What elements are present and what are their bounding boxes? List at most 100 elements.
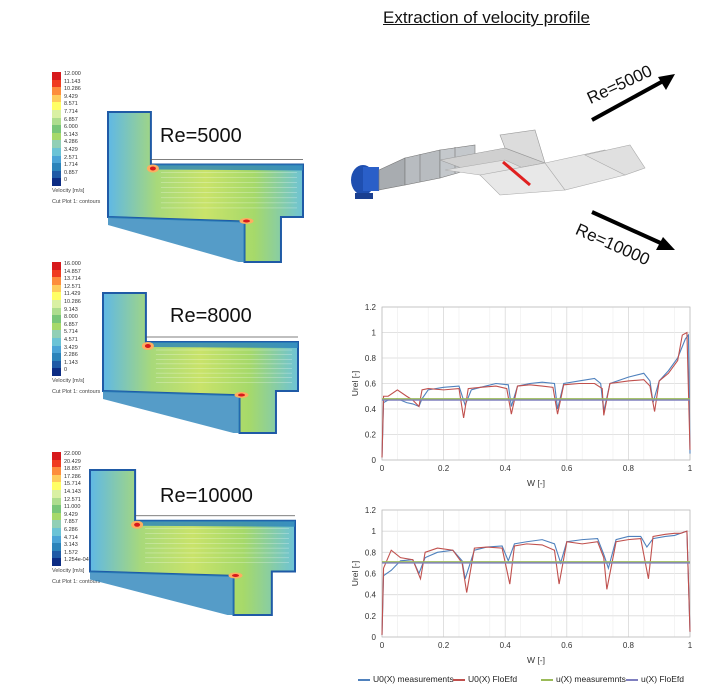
reynolds-label: Re=10000 bbox=[160, 485, 253, 507]
y-tick-label: 0 bbox=[372, 456, 377, 465]
scale-tick: 9.429 bbox=[64, 511, 78, 518]
x-tick-label: 0 bbox=[380, 641, 385, 650]
scale-tick: 5.143 bbox=[64, 131, 78, 138]
y-tick-label: 0 bbox=[372, 633, 377, 642]
velocity-label: Velocity [m/s] bbox=[52, 568, 85, 574]
scale-tick: 15.714 bbox=[64, 481, 81, 488]
scale-tick: 3.429 bbox=[64, 344, 78, 351]
y-tick-label: 0.6 bbox=[365, 380, 377, 389]
y-tick-label: 1.2 bbox=[365, 506, 377, 515]
legend-swatch bbox=[541, 678, 553, 681]
extraction-line bbox=[502, 160, 531, 187]
scale-tick: 8.571 bbox=[64, 101, 78, 108]
x-tick-label: 0.2 bbox=[438, 641, 450, 650]
y-axis-label: Urel [-] bbox=[350, 561, 360, 587]
scale-tick: 11.000 bbox=[64, 504, 81, 511]
scale-tick: 17.286 bbox=[64, 473, 81, 480]
reynolds-label: Re=8000 bbox=[170, 305, 252, 327]
page-title: Extraction of velocity profile bbox=[383, 8, 590, 27]
arrow-bottom-head bbox=[656, 237, 675, 250]
x-axis-label: W [-] bbox=[527, 478, 545, 488]
scale-tick: 3.429 bbox=[64, 147, 78, 153]
cut-plot-label: Cut Plot 1: contours bbox=[52, 389, 101, 395]
y-tick-label: 0.4 bbox=[365, 405, 377, 414]
scale-tick: 12.000 bbox=[64, 71, 81, 77]
scale-tick: 6.286 bbox=[64, 527, 78, 533]
scale-tick: 0.857 bbox=[64, 169, 78, 176]
legend-label: u(X) FloEfd bbox=[641, 674, 684, 684]
legend-item: u(X) measuremnts bbox=[541, 674, 626, 684]
y-tick-label: 1.2 bbox=[365, 303, 377, 312]
legend-swatch bbox=[453, 678, 465, 681]
plot-frame bbox=[381, 306, 691, 461]
scale-tick: 11.429 bbox=[64, 291, 81, 298]
scale-tick: 0 bbox=[64, 367, 68, 374]
scale-tick: 8.000 bbox=[64, 314, 78, 321]
legend-item: U0(X) FloEfd bbox=[453, 674, 517, 684]
scale-tick: 20.429 bbox=[64, 458, 81, 465]
color-scale-0 bbox=[52, 72, 61, 186]
scale-tick: 14.857 bbox=[64, 268, 81, 275]
reynolds-label: Re=5000 bbox=[160, 125, 242, 147]
y-tick-label: 0.8 bbox=[365, 354, 377, 363]
scale-tick: 6.857 bbox=[64, 116, 78, 123]
scale-tick: 11.143 bbox=[64, 78, 81, 85]
wind-tunnel-drawing bbox=[351, 74, 675, 250]
chart-legend: U0(X) measurements U0(X) FloEfd u(X) measu… bbox=[358, 672, 708, 688]
scale-tick: 1.143 bbox=[64, 359, 78, 366]
color-scale-1 bbox=[52, 262, 61, 376]
scale-tick: 1.254e-04 bbox=[64, 557, 89, 564]
scale-tick: 1.572 bbox=[64, 549, 78, 556]
scale-tick: 10.286 bbox=[64, 86, 81, 93]
x-tick-label: 0 bbox=[380, 464, 385, 473]
x-tick-label: 0.4 bbox=[500, 464, 512, 473]
y-tick-label: 0.2 bbox=[365, 431, 377, 440]
scale-tick: 22.000 bbox=[64, 451, 81, 457]
scale-tick: 2.571 bbox=[64, 154, 78, 161]
x-tick-label: 0.6 bbox=[561, 464, 573, 473]
scale-tick: 5.714 bbox=[64, 329, 78, 336]
scale-tick: 4.571 bbox=[64, 337, 78, 343]
scale-tick: 16.000 bbox=[64, 261, 81, 267]
scale-tick: 4.714 bbox=[64, 534, 78, 541]
x-tick-label: 0.8 bbox=[623, 641, 635, 650]
wind-tunnel-model: Re=5000 Re=10000 bbox=[345, 60, 705, 290]
series-line-1 bbox=[381, 331, 691, 458]
y-tick-label: 0.6 bbox=[365, 570, 377, 579]
y-tick-label: 0.2 bbox=[365, 612, 377, 621]
x-tick-label: 0.2 bbox=[438, 464, 450, 473]
cut-plot-label: Cut Plot 1: contours bbox=[52, 579, 101, 585]
legend-swatch bbox=[358, 678, 370, 681]
legend-label: u(X) measuremnts bbox=[556, 674, 626, 684]
series-line-1 bbox=[381, 530, 691, 635]
x-axis-label: W [-] bbox=[527, 655, 545, 665]
arrow-top-head bbox=[658, 74, 675, 90]
scale-tick: 12.571 bbox=[64, 496, 81, 503]
velocity-chart-bottom: 0 0.2 0.4 0.6 0.8 1 1.2 0 0.2 0.4 0.6 0.8 1 W [-] Urel… bbox=[350, 506, 693, 665]
cut-plot-label: Cut Plot 1: contours bbox=[52, 199, 101, 205]
scale-tick: 2.286 bbox=[64, 352, 78, 359]
scale-tick: 3.143 bbox=[64, 542, 78, 549]
y-tick-label: 1 bbox=[372, 527, 377, 536]
x-tick-label: 1 bbox=[688, 464, 693, 473]
scale-tick: 1.714 bbox=[64, 162, 78, 169]
scale-tick: 14.143 bbox=[64, 489, 81, 495]
scale-tick: 6.000 bbox=[64, 124, 78, 131]
scale-tick: 13.714 bbox=[64, 276, 81, 283]
y-tick-label: 0.4 bbox=[365, 591, 377, 600]
x-tick-label: 0.6 bbox=[561, 641, 573, 650]
x-tick-label: 0.8 bbox=[623, 464, 635, 473]
x-tick-label: 0.4 bbox=[500, 641, 512, 650]
legend-label: U0(X) FloEfd bbox=[468, 674, 518, 684]
arrow-top bbox=[591, 78, 666, 122]
scale-tick: 12.571 bbox=[64, 283, 81, 290]
scale-tick: 4.286 bbox=[64, 139, 78, 146]
scale-tick: 0 bbox=[64, 177, 68, 184]
velocity-chart-top: 0 0.2 0.4 0.6 0.8 1 1.2 0 0.2 0.4 0.6 0.8 1 W [-] Urel… bbox=[350, 303, 693, 488]
legend-label: U0(X) measurements bbox=[373, 674, 454, 684]
legend-item: U0(X) measurements bbox=[358, 674, 454, 684]
plot-frame bbox=[381, 509, 691, 638]
x-tick-label: 1 bbox=[688, 641, 693, 650]
y-tick-label: 0.8 bbox=[365, 548, 377, 557]
legend-swatch bbox=[626, 678, 638, 681]
